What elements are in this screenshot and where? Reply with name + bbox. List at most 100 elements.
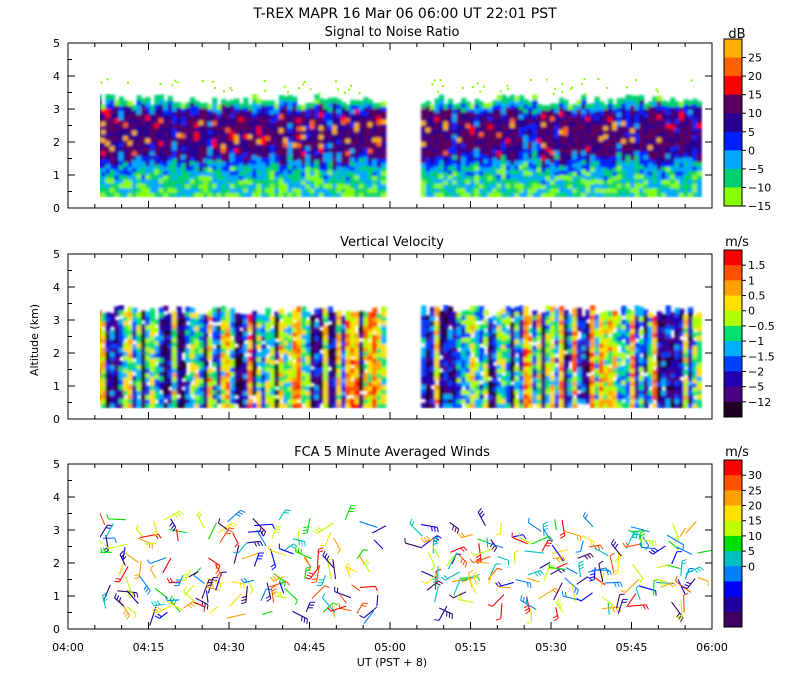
- heatmap-cell: [92, 179, 97, 184]
- figure-title: T-REX MAPR 16 Mar 06 06:00 UT 22:01 PST: [252, 6, 557, 22]
- heatmap-cell: [376, 317, 382, 323]
- heatmap-cell: [572, 171, 578, 177]
- heatmap-cell: [532, 168, 538, 175]
- heatmap-cell: [439, 79, 442, 82]
- heatmap-cell: [163, 174, 169, 180]
- heatmap-cell: [696, 114, 703, 120]
- heatmap-cell: [598, 170, 605, 176]
- heatmap-cell: [523, 187, 529, 193]
- heatmap-cell: [367, 104, 374, 110]
- heatmap-cell: [349, 325, 356, 331]
- heatmap-cell: [487, 179, 494, 185]
- heatmap-cell: [674, 105, 680, 111]
- heatmap-cell: [354, 183, 360, 189]
- heatmap-cell: [687, 126, 694, 132]
- heatmap-cell: [292, 371, 298, 378]
- heatmap-cell: [345, 104, 351, 110]
- heatmap-cell: [145, 333, 151, 339]
- heatmap-cell: [181, 343, 187, 349]
- heatmap-cell: [501, 308, 507, 314]
- heatmap-cell: [238, 343, 245, 349]
- heatmap-cell: [83, 132, 88, 137]
- heatmap-cell: [354, 122, 360, 128]
- heatmap-cell: [572, 162, 578, 168]
- heatmap-cell: [238, 150, 245, 156]
- heatmap-cell: [283, 164, 289, 170]
- heatmap-cell: [278, 99, 285, 106]
- heatmap-cell: [318, 371, 325, 377]
- heatmap-cell: [438, 328, 445, 334]
- heatmap-cell: [207, 137, 213, 143]
- heatmap-cell: [501, 398, 507, 404]
- heatmap-cell: [100, 81, 103, 84]
- heatmap-cell: [167, 109, 173, 116]
- heatmap-cell: [247, 339, 253, 345]
- heatmap-cell: [278, 308, 285, 315]
- heatmap-cell: [167, 330, 173, 336]
- heatmap-cell: [425, 336, 431, 342]
- heatmap-cell: [483, 358, 489, 364]
- heatmap-cell: [314, 357, 320, 364]
- heatmap-cell: [105, 355, 111, 361]
- heatmap-cell: [501, 358, 507, 364]
- heatmap-cell: [621, 169, 627, 175]
- heatmap-cell: [140, 363, 147, 369]
- heatmap-cell: [376, 398, 382, 404]
- heatmap-cell: [132, 154, 138, 160]
- heatmap-cell: [349, 170, 356, 176]
- heatmap-cell: [674, 187, 680, 193]
- heatmap-cell: [327, 311, 333, 317]
- heatmap-cell: [505, 375, 511, 381]
- heatmap-cell: [123, 104, 129, 110]
- heatmap-cell: [505, 164, 511, 171]
- heatmap-cell: [558, 147, 565, 153]
- heatmap-cell: [456, 317, 462, 323]
- heatmap-cell: [127, 393, 133, 400]
- heatmap-cell: [225, 105, 231, 111]
- heatmap-cell: [278, 136, 285, 143]
- heatmap-cell: [176, 132, 182, 138]
- heatmap-cell: [447, 125, 454, 131]
- panel-snr-title: Signal to Noise Ratio: [325, 25, 460, 40]
- heatmap-cell: [225, 331, 231, 338]
- heatmap-cell: [185, 127, 191, 134]
- heatmap-cell: [181, 150, 187, 156]
- heatmap-cell: [527, 319, 534, 325]
- heatmap-cell: [496, 316, 502, 322]
- heatmap-cell: [616, 151, 623, 158]
- heatmap-cell: [181, 313, 187, 319]
- heatmap-cell: [225, 122, 231, 128]
- heatmap-cell: [163, 388, 169, 395]
- heatmap-cell: [567, 113, 574, 119]
- heatmap-cell: [221, 174, 227, 180]
- heatmap-cell: [465, 179, 471, 185]
- heatmap-cell: [172, 132, 178, 138]
- heatmap-cell: [541, 142, 547, 148]
- heatmap-cell: [185, 192, 191, 198]
- heatmap-cell: [434, 129, 440, 135]
- heatmap-cell: [181, 107, 187, 113]
- heatmap-cell: [229, 398, 236, 404]
- heatmap-cell: [100, 347, 107, 353]
- heatmap-cell: [118, 187, 124, 193]
- heatmap-cell: [158, 402, 165, 409]
- heatmap-cell: [332, 377, 338, 383]
- heatmap-cell: [652, 141, 658, 148]
- heatmap-cell: [278, 340, 285, 346]
- heatmap-cell: [287, 168, 293, 175]
- heatmap-cell: [189, 115, 196, 121]
- heatmap-cell: [100, 154, 107, 160]
- heatmap-cell: [274, 355, 280, 361]
- heatmap-cell: [349, 130, 356, 136]
- heatmap-cell: [261, 314, 267, 320]
- heatmap-cell: [296, 370, 302, 377]
- heatmap-cell: [176, 162, 182, 168]
- heatmap-cell: [269, 359, 276, 365]
- heatmap-cell: [247, 403, 253, 409]
- heatmap-cell: [652, 114, 658, 121]
- heatmap-cell: [425, 399, 431, 405]
- heatmap-cell: [545, 163, 551, 169]
- heatmap-cell: [274, 188, 280, 194]
- heatmap-cell: [345, 109, 351, 115]
- heatmap-cell: [621, 142, 627, 149]
